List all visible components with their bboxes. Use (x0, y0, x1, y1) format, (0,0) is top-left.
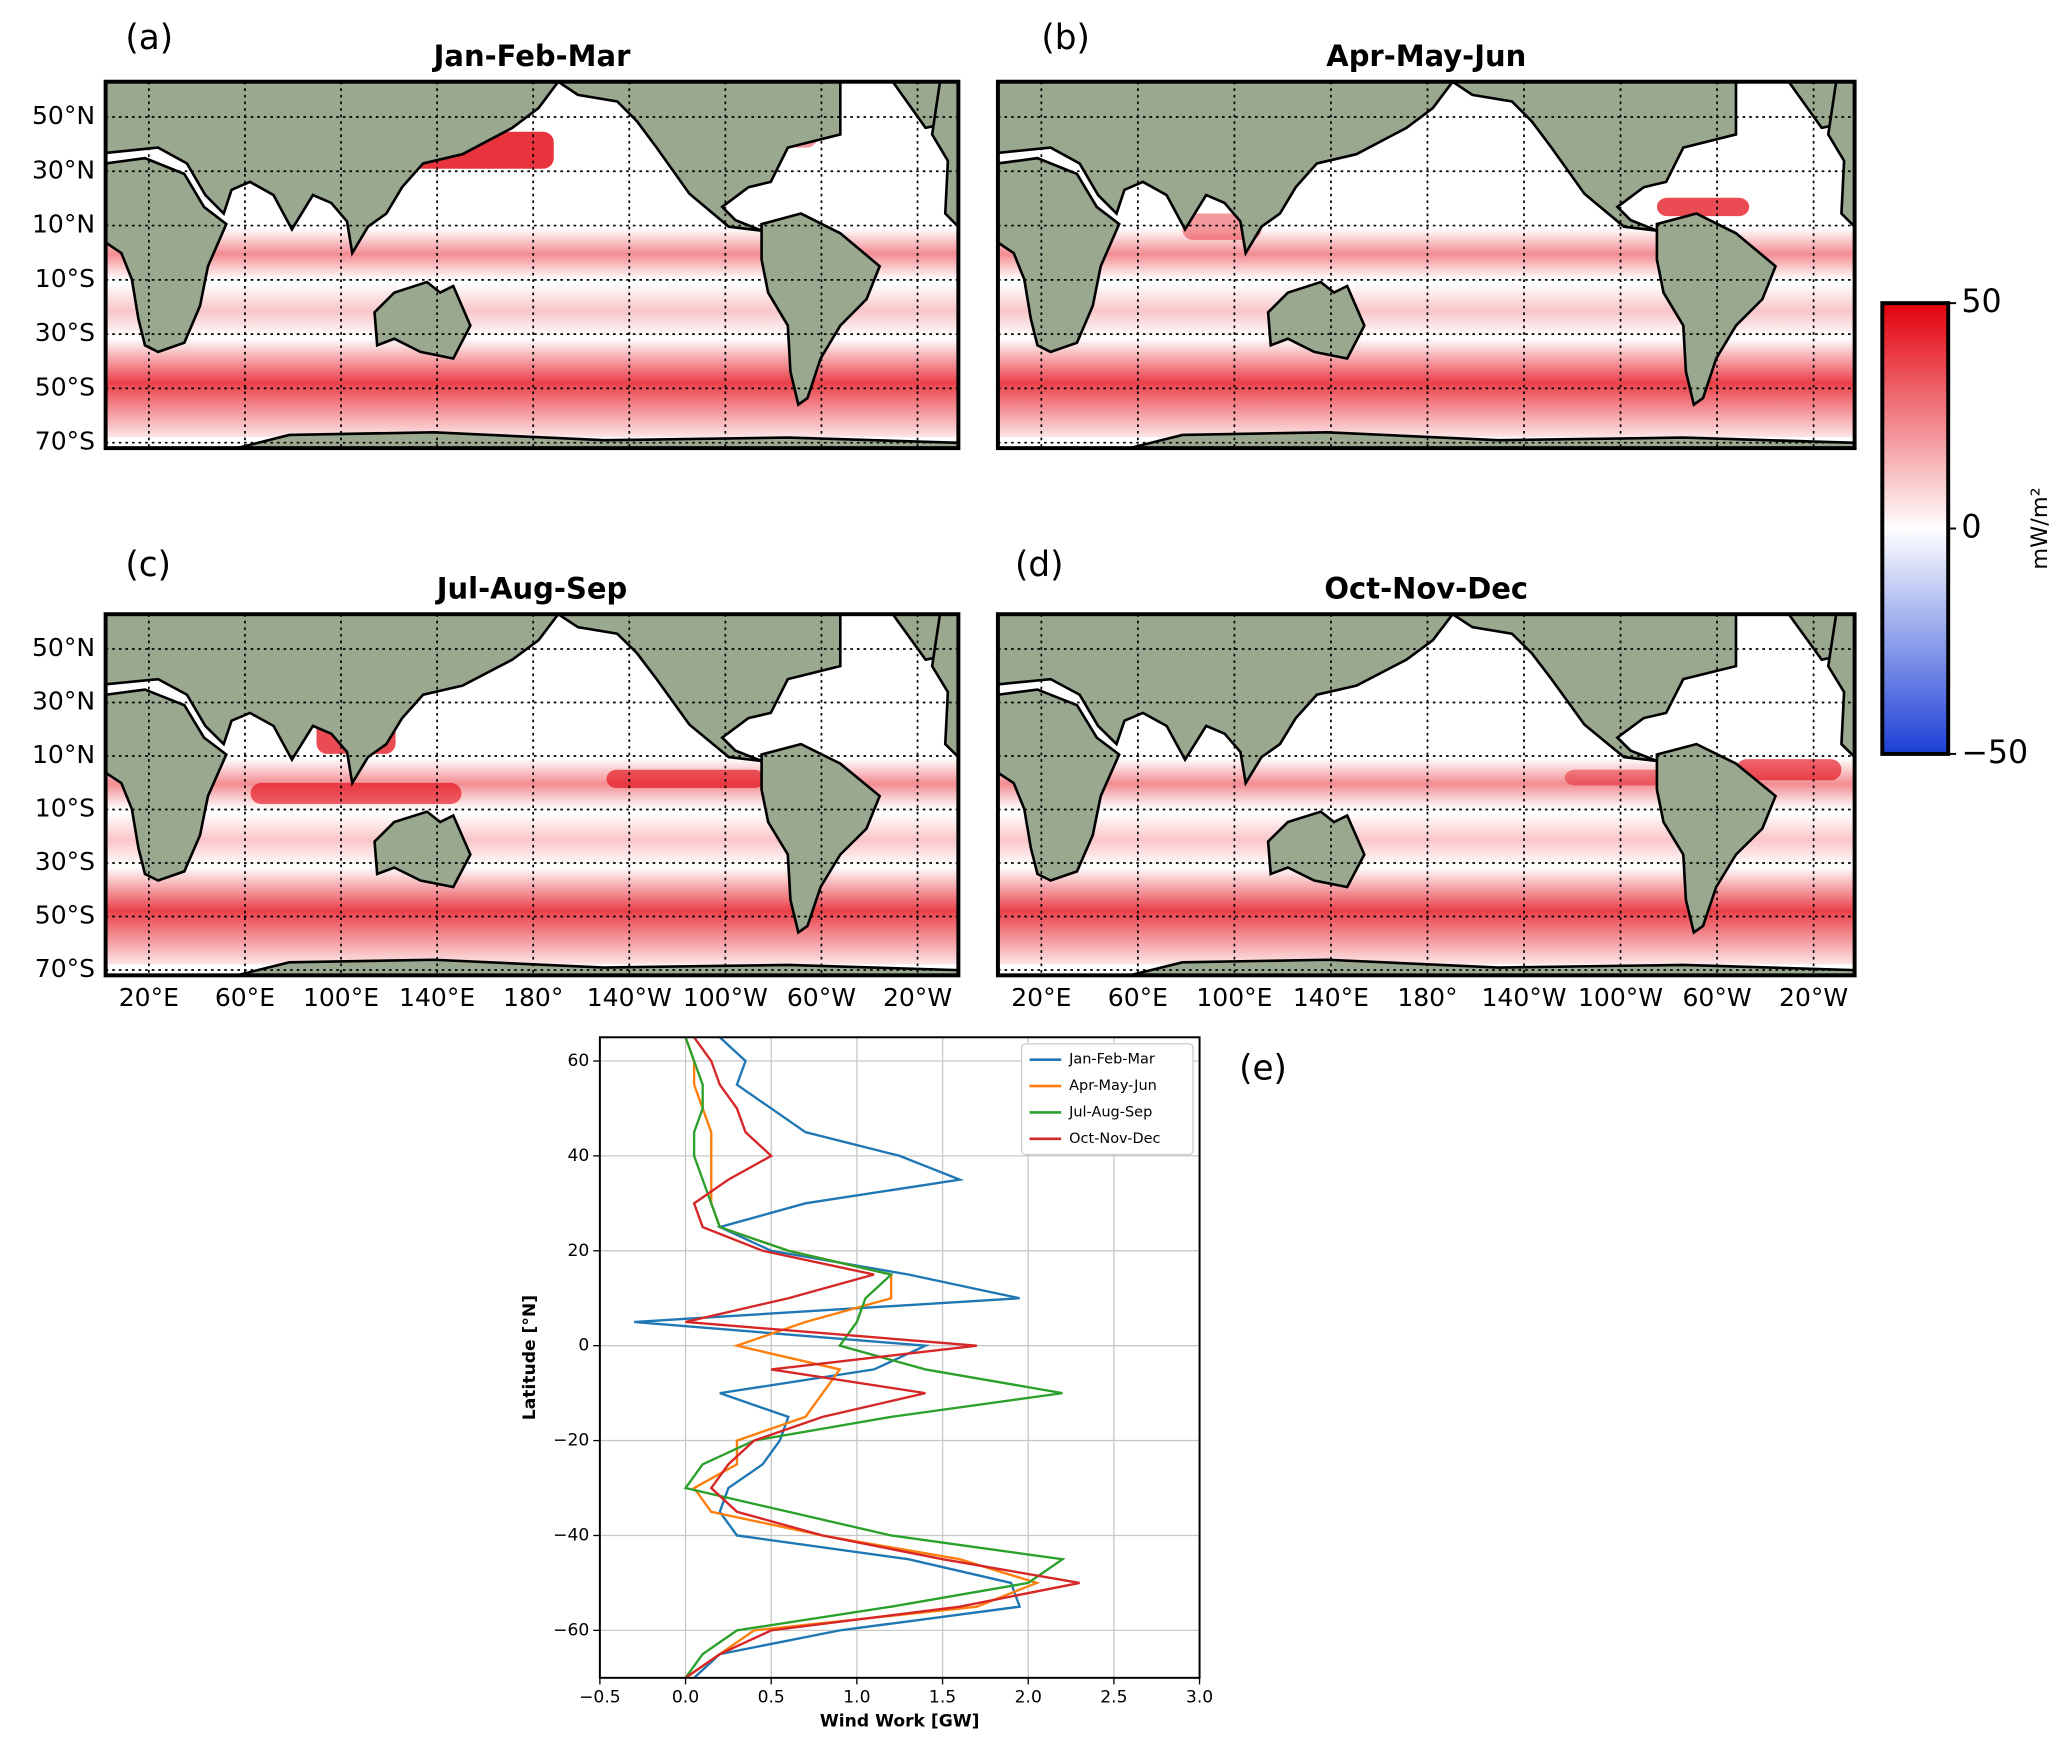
series-line (684, 1037, 1080, 1678)
legend-label: Jul-Aug-Sep (1068, 1104, 1152, 1120)
y-tick-label: −60 (553, 1620, 589, 1640)
y-tick-label: −40 (553, 1525, 589, 1545)
colorbar-tick-label: 0 (1961, 510, 1981, 546)
x-tick-label: 140°W (587, 983, 672, 1012)
x-tick-label: 2.0 (1015, 1688, 1042, 1708)
southern-ocean-band (105, 866, 959, 965)
y-tick-label: 10°N (32, 740, 95, 769)
y-tick-label: 30°S (35, 318, 95, 347)
x-tick-label: 100°W (683, 983, 768, 1012)
y-tick-label: 50°S (35, 372, 95, 401)
y-axis-label: Latitude [°N] (520, 1295, 540, 1420)
x-tick-label: 20°E (1011, 983, 1071, 1012)
y-tick-label: 30°N (32, 686, 95, 715)
map-panel (995, 79, 1857, 451)
y-tick-label: 10°S (35, 264, 95, 293)
y-tick-label: 60 (568, 1051, 590, 1071)
colorbar-tick-label: −50 (1961, 735, 2028, 771)
y-tick-label: −20 (553, 1431, 589, 1451)
hotspot (250, 782, 462, 804)
x-tick-label: 20°W (1779, 983, 1848, 1012)
map-panel (995, 612, 1857, 978)
panel-title: Apr-May-Jun (1326, 39, 1526, 73)
x-tick-label: 20°E (119, 983, 179, 1012)
map-body (997, 81, 1855, 449)
x-tick-label: 140°E (399, 983, 475, 1012)
x-tick-label: 1.5 (929, 1688, 956, 1708)
map-frame (103, 79, 961, 451)
x-tick-label: 180° (503, 983, 563, 1012)
hotspot (606, 769, 765, 789)
southern-ocean-band (105, 338, 959, 438)
x-tick-label: 100°W (1578, 983, 1663, 1012)
x-tick-label: 0.5 (758, 1688, 785, 1708)
panel-label: (a) (125, 18, 173, 58)
x-tick-label: 0.0 (672, 1688, 699, 1708)
map-panel (103, 612, 961, 978)
hotspot (1656, 197, 1750, 217)
panel-title: Jul-Aug-Sep (435, 571, 628, 605)
x-tick-label: 20°W (883, 983, 952, 1012)
x-tick-label: 100°E (1196, 983, 1272, 1012)
map-frame (995, 79, 1857, 451)
y-tick-label: 30°N (32, 155, 95, 184)
legend-box (1020, 1043, 1194, 1156)
legend-label: Jan-Feb-Mar (1068, 1052, 1155, 1068)
x-tick-label: −0.5 (579, 1688, 621, 1708)
x-axis-label: Wind Work [GW] (820, 1711, 980, 1731)
map-body (997, 614, 1855, 976)
x-tick-label: 140°W (1481, 983, 1566, 1012)
x-tick-label: 60°W (1683, 983, 1752, 1012)
legend-label: Apr-May-Jun (1069, 1078, 1157, 1094)
y-tick-label: 20 (568, 1241, 590, 1261)
panel-label: (e) (1239, 1049, 1287, 1089)
series-line (634, 1037, 1022, 1678)
y-tick-label: 70°S (35, 427, 95, 456)
panel-label: (c) (125, 545, 171, 585)
x-tick-label: 60°E (1108, 983, 1168, 1012)
map-body (105, 81, 959, 449)
series-line (684, 1037, 1041, 1678)
y-tick-label: 10°S (35, 793, 95, 822)
hotspot (1735, 759, 1842, 781)
map-frame (995, 612, 1857, 978)
x-tick-label: 2.5 (1100, 1688, 1127, 1708)
panel-label: (d) (1015, 545, 1063, 585)
hotspot (1564, 769, 1684, 786)
x-tick-label: 60°E (215, 983, 275, 1012)
legend-label: Oct-Nov-Dec (1069, 1131, 1160, 1147)
x-tick-label: 60°W (787, 983, 856, 1012)
x-tick-label: 140°E (1293, 983, 1369, 1012)
y-tick-label: 50°N (32, 101, 95, 130)
panel-title: Oct-Nov-Dec (1324, 571, 1528, 605)
panel-title: Jan-Feb-Mar (432, 39, 631, 73)
x-tick-label: 1.0 (843, 1688, 870, 1708)
x-tick-label: 100°E (303, 983, 379, 1012)
plot-frame (598, 1036, 1201, 1679)
colorbar (1880, 301, 1951, 756)
map-frame (103, 612, 961, 978)
y-tick-label: 70°S (35, 954, 95, 983)
y-tick-label: 10°N (32, 210, 95, 239)
y-tick-label: 30°S (35, 847, 95, 876)
colorbar-tick-label: 50 (1961, 284, 2001, 320)
x-tick-label: 3.0 (1186, 1688, 1213, 1708)
colorbar-label: mW/m² (2027, 487, 2053, 569)
panel-label: (b) (1041, 18, 1089, 58)
map-body (105, 614, 959, 976)
y-tick-label: 0 (578, 1336, 589, 1356)
y-tick-label: 40 (568, 1146, 590, 1166)
x-tick-label: 180° (1397, 983, 1457, 1012)
map-panel (103, 79, 961, 451)
y-tick-label: 50°N (32, 633, 95, 662)
y-tick-label: 50°S (35, 900, 95, 929)
